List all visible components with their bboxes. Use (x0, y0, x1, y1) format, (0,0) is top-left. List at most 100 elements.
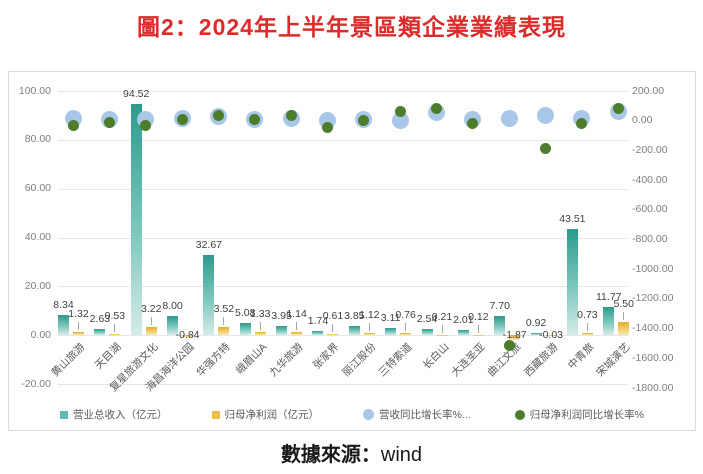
left-axis-tick-label: -20.00 (21, 377, 51, 390)
profit-value-label: 0.76 (395, 309, 416, 322)
profit-bar (400, 333, 412, 336)
profit-growth-marker (321, 122, 333, 134)
profit-bar (291, 332, 303, 336)
left-axis-tick-label: 0.00 (30, 328, 51, 341)
gridline (58, 384, 628, 386)
figure-title: 圖2：2024年上半年景區類企業業績表現 (137, 14, 566, 40)
left-axis-tick-label: 40.00 (24, 231, 51, 244)
revenue-value-label: 2.63 (89, 312, 111, 325)
chart-legend: 营业总收入（亿元） 归母净利润（亿元） 营收同比增长率%... 归母净利润同比增长率% (9, 407, 695, 422)
profit-label-leader-line (477, 324, 479, 333)
profit-label-leader-line (114, 323, 116, 332)
legend-item-label: 营业总收入（亿元） (73, 409, 168, 421)
profit-growth-marker (540, 142, 552, 154)
profit-label-leader-line (586, 323, 588, 332)
profit-bar (73, 332, 84, 336)
revenue-bar (167, 315, 179, 336)
gridline (58, 237, 628, 239)
revenue-value-label: 2.01 (453, 314, 474, 327)
profit-bar (363, 332, 375, 336)
profit-growth-marker (249, 114, 261, 126)
profit-growth-marker (212, 109, 224, 121)
legend-item: 归母净利润同比增长率% (514, 407, 644, 422)
profit-growth-marker (140, 119, 152, 131)
data-source-caption: 數據來源：wind (0, 438, 703, 467)
revenue-growth-marker (500, 109, 518, 127)
revenue-value-label: 32.67 (195, 239, 223, 252)
profit-value-label: 1.32 (68, 308, 89, 321)
profit-value-label: 0.21 (431, 310, 453, 323)
revenue-value-label: 8.34 (53, 298, 74, 311)
profit-value-label: 1.14 (286, 308, 307, 321)
legend-item-label: 营收同比增长率%... (379, 409, 471, 421)
profit-value-label: -0.84 (175, 329, 200, 342)
profit-growth-marker (176, 114, 188, 125)
revenue-bar (457, 330, 469, 336)
profit-bar (254, 332, 266, 336)
profit-label-leader-line (223, 316, 225, 325)
left-axis-tick-label: 60.00 (24, 182, 51, 195)
profit-value-label: 0.12 (468, 310, 489, 323)
gridline (58, 139, 628, 141)
revenue-growth-marker (391, 112, 409, 130)
profit-growth-marker (394, 105, 406, 117)
gridline (58, 91, 628, 92)
profit-value-label: 0.73 (577, 309, 598, 322)
profit-bar (581, 333, 593, 336)
profit-growth-marker (612, 102, 624, 114)
revenue-value-label: 1.74 (307, 315, 329, 327)
revenue-bar (239, 322, 251, 336)
revenue-value-label: 43.51 (559, 212, 586, 225)
profit-value-label: 0.61 (322, 309, 344, 322)
profit-label-leader-line (332, 323, 334, 332)
revenue-value-label: 8.00 (162, 299, 183, 312)
legend-item-label: 归母净利润（亿元） (224, 409, 320, 421)
revenue-bar (494, 316, 506, 336)
revenue-bar (603, 306, 615, 336)
profit-value-label: 3.52 (213, 302, 235, 315)
legend-circle-icon (514, 409, 525, 420)
profit-growth-marker (467, 118, 479, 130)
revenue-value-label: 3.85 (344, 309, 365, 322)
right-axis-tick-label: -800.00 (632, 233, 668, 245)
gridline (58, 188, 628, 190)
profit-growth-marker (67, 119, 79, 131)
revenue-bar (312, 331, 324, 336)
revenue-value-label: 11.77 (596, 290, 622, 303)
chart-frame: 100.00 80.00 60.00 40.00 20.00 0.00 -20.00 200.… (8, 71, 696, 431)
revenue-bar (530, 333, 542, 336)
profit-growth-marker (103, 116, 115, 128)
profit-growth-marker (431, 103, 442, 115)
revenue-bar (566, 228, 578, 336)
profit-label-leader-line (368, 322, 370, 331)
right-axis-tick-label: -200.00 (632, 143, 668, 156)
revenue-bar (276, 325, 288, 336)
gridline (58, 335, 628, 337)
revenue-value-label: 5.08 (235, 306, 256, 319)
gridline (58, 286, 628, 288)
profit-label-leader-line (296, 322, 298, 331)
left-axis-tick-label: 80.00 (24, 133, 51, 146)
revenue-bar (130, 104, 142, 336)
profit-bar (327, 333, 339, 336)
data-source-value: wind (380, 444, 423, 466)
profit-label-leader-line (623, 311, 625, 320)
legend-item: 归母净利润（亿元） (211, 407, 320, 422)
profit-value-label: 5.50 (613, 297, 634, 310)
legend-item-label: 归母净利润同比增长率% (529, 409, 644, 421)
legend-item: 营收同比增长率%... (363, 407, 471, 422)
revenue-bar (348, 325, 360, 336)
legend-item: 营业总收入（亿元） (60, 407, 168, 422)
profit-label-leader-line (259, 322, 261, 330)
revenue-bar (385, 327, 397, 336)
profit-bar (109, 333, 121, 336)
legend-circle-icon (363, 409, 375, 420)
profit-bar (436, 334, 448, 336)
right-axis-tick-label: -1600.00 (632, 351, 674, 364)
profit-label-leader-line (405, 323, 407, 332)
profit-bar (545, 335, 557, 337)
data-source-label: 數據來源： (280, 444, 381, 466)
right-axis-tick-label: 200.00 (632, 84, 665, 97)
revenue-value-label: 3.11 (380, 311, 401, 324)
